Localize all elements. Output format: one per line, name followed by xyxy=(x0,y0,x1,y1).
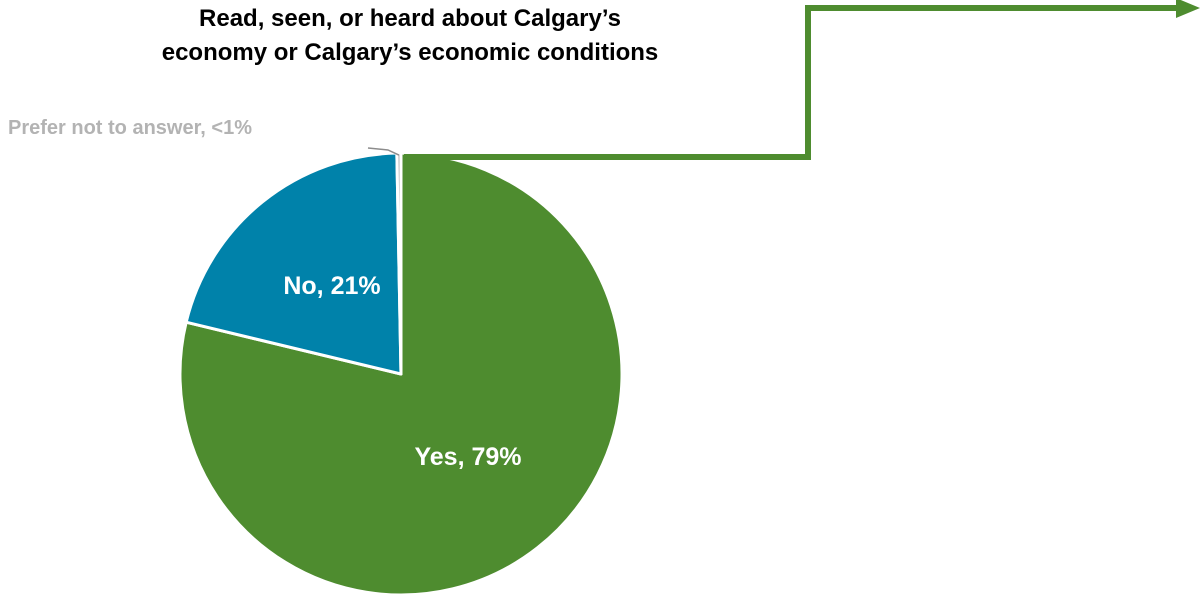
leader-line-prefer-not-to-answer xyxy=(367,147,400,156)
pie-slices xyxy=(178,151,624,595)
pie-slice-prefer-not-to-answer xyxy=(395,151,403,376)
callout-arrow-line xyxy=(404,5,1180,160)
slice-label-prefer-not-to-answer: Prefer not to answer, <1% xyxy=(8,117,252,139)
chart-title-line-2: economy or Calgary’s economic conditions xyxy=(161,39,659,66)
slice-label-no: No, 21% xyxy=(283,272,380,300)
chart-title-line-1: Read, seen, or heard about Calgary’s xyxy=(199,5,621,32)
callout-arrow-head xyxy=(1176,0,1200,18)
slice-labels: Yes, 79% No, 21% Prefer not to answer, <1% xyxy=(8,117,522,471)
slice-label-yes: Yes, 79% xyxy=(414,443,521,471)
callout-arrow xyxy=(404,0,1200,160)
pie-slice-no xyxy=(184,151,403,376)
chart-title: Read, seen, or heard about Calgary’s eco… xyxy=(60,2,760,70)
